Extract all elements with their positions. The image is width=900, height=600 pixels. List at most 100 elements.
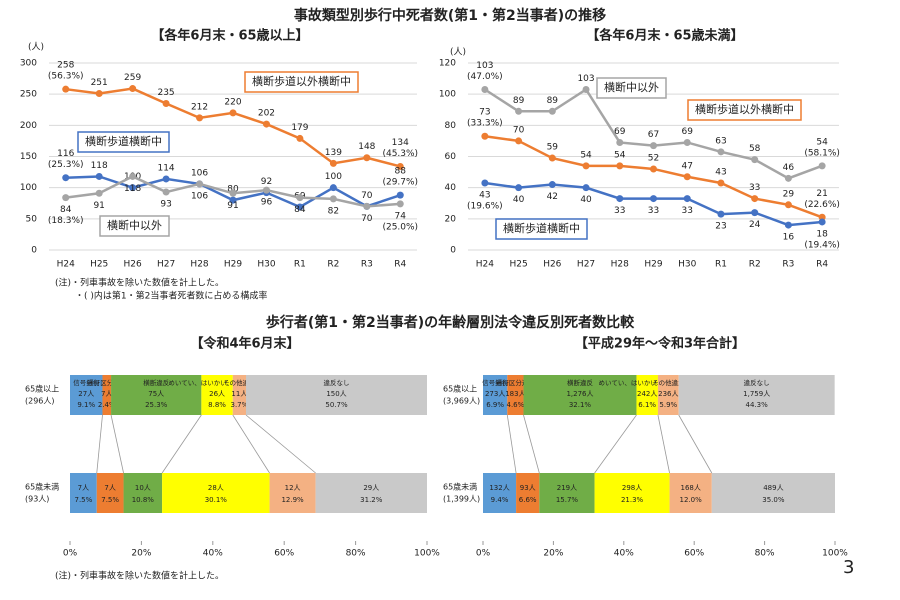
category-label: 65歳以上 — [25, 384, 59, 394]
data-label: 139 — [325, 148, 342, 158]
data-label: 92 — [261, 177, 272, 187]
x-tick-label: H27 — [157, 260, 175, 270]
data-label: 42 — [547, 192, 558, 202]
y-tick-label: 0 — [450, 246, 456, 256]
data-label: 29 — [783, 189, 795, 199]
data-label: 202 — [258, 109, 275, 119]
data-label: 116 — [57, 149, 74, 159]
share-label: (22.6%) — [804, 200, 840, 210]
bar-segment — [246, 375, 427, 415]
point — [95, 90, 103, 98]
bar-segment — [669, 473, 712, 513]
bar-segment — [102, 375, 112, 415]
point — [582, 184, 590, 192]
category-total: (93人) — [25, 495, 49, 504]
share-label: (47.0%) — [467, 72, 503, 82]
point — [363, 202, 371, 210]
connector — [245, 414, 316, 474]
data-label: 91 — [227, 201, 238, 211]
y-tick-label: 100 — [20, 183, 37, 193]
axis-unit: (人) — [450, 47, 466, 58]
connector — [161, 414, 202, 474]
point — [717, 210, 725, 218]
data-label: 212 — [191, 102, 208, 112]
x-tick-label: 60% — [274, 549, 294, 559]
value-label: 10.8% — [132, 496, 155, 504]
value-label: 12.0% — [680, 496, 703, 504]
point — [95, 189, 103, 197]
share-label: (25.0%) — [382, 222, 418, 232]
segment-name: めいてい、はいかい、寝そべり等 — [168, 378, 266, 387]
share-label: (56.3%) — [48, 72, 84, 82]
data-label: 258 — [57, 61, 74, 71]
bar-segment — [483, 375, 508, 415]
share-label: (29.7%) — [382, 178, 418, 188]
segment-name: めいてい、はいかい、寝そべり等 — [599, 378, 697, 387]
x-tick-label: 40% — [614, 549, 634, 559]
x-tick-label: H24 — [476, 260, 494, 270]
bar-segment — [516, 473, 540, 513]
count-label: 1,276人 — [566, 390, 593, 398]
data-label: 235 — [157, 88, 174, 98]
data-label: 103 — [577, 74, 594, 84]
x-tick-label: 20% — [131, 549, 151, 559]
note: (注)・列車事故を除いた数値を計上した。 — [55, 570, 224, 582]
subtitle: 【各年6月末・65歳以上】 — [151, 28, 308, 44]
data-label: 89 — [513, 96, 525, 106]
data-label: 40 — [513, 195, 525, 205]
point — [296, 203, 304, 211]
point — [515, 137, 523, 145]
segment-name: 違反なし — [744, 378, 770, 387]
point — [62, 194, 70, 202]
count-label: 27人 — [78, 390, 94, 398]
point — [62, 85, 70, 93]
connector — [657, 414, 670, 474]
x-tick-label: H29 — [224, 260, 242, 270]
count-label: 11人 — [231, 390, 247, 398]
bar-segment — [483, 473, 517, 513]
point — [129, 85, 137, 93]
point — [616, 195, 624, 203]
share-label: (33.3%) — [467, 119, 503, 129]
count-label: 7人 — [78, 484, 89, 492]
count-label: 7人 — [101, 390, 112, 398]
data-label: 54 — [580, 150, 592, 160]
bar-segment — [539, 473, 595, 513]
x-tick-label: H26 — [124, 260, 142, 270]
point — [396, 200, 404, 208]
point — [262, 186, 270, 194]
count-label: 236人 — [658, 390, 678, 398]
value-label: 7.5% — [74, 496, 92, 504]
point — [717, 148, 725, 156]
bar-segment — [111, 375, 202, 415]
x-tick-label: 60% — [684, 549, 704, 559]
y-tick-label: 150 — [20, 152, 37, 162]
count-label: 132人 — [489, 484, 509, 492]
y-tick-label: 60 — [445, 152, 457, 162]
value-label: 9.1% — [77, 401, 95, 409]
point — [582, 85, 590, 93]
x-tick-label: 80% — [346, 549, 366, 559]
legend-label: 横断中以外 — [107, 218, 162, 232]
bar-segment — [96, 473, 124, 513]
value-label: 2.4% — [98, 401, 116, 409]
data-label: 82 — [328, 206, 339, 216]
value-label: 6.6% — [519, 496, 537, 504]
point — [683, 173, 691, 181]
note: ・( )内は第1・第2当事者死者数に占める構成率 — [75, 290, 267, 302]
count-label: 242人 — [637, 390, 657, 398]
bar-segment — [657, 375, 679, 415]
data-label: 40 — [580, 195, 592, 205]
data-label: 84 — [294, 205, 306, 215]
value-label: 8.8% — [208, 401, 226, 409]
value-label: 7.5% — [101, 496, 119, 504]
count-label: 273人 — [485, 390, 505, 398]
data-label: 114 — [157, 163, 174, 173]
bar-segment — [594, 473, 670, 513]
main-title: 事故類型別歩行中死者数(第1・第2当事者)の推移 — [294, 7, 606, 24]
x-tick-label: R3 — [361, 260, 373, 270]
point — [548, 181, 556, 189]
share-label: (58.1%) — [804, 148, 840, 158]
x-tick-label: R1 — [294, 260, 306, 270]
legend-label: 横断歩道横断中 — [503, 221, 580, 235]
